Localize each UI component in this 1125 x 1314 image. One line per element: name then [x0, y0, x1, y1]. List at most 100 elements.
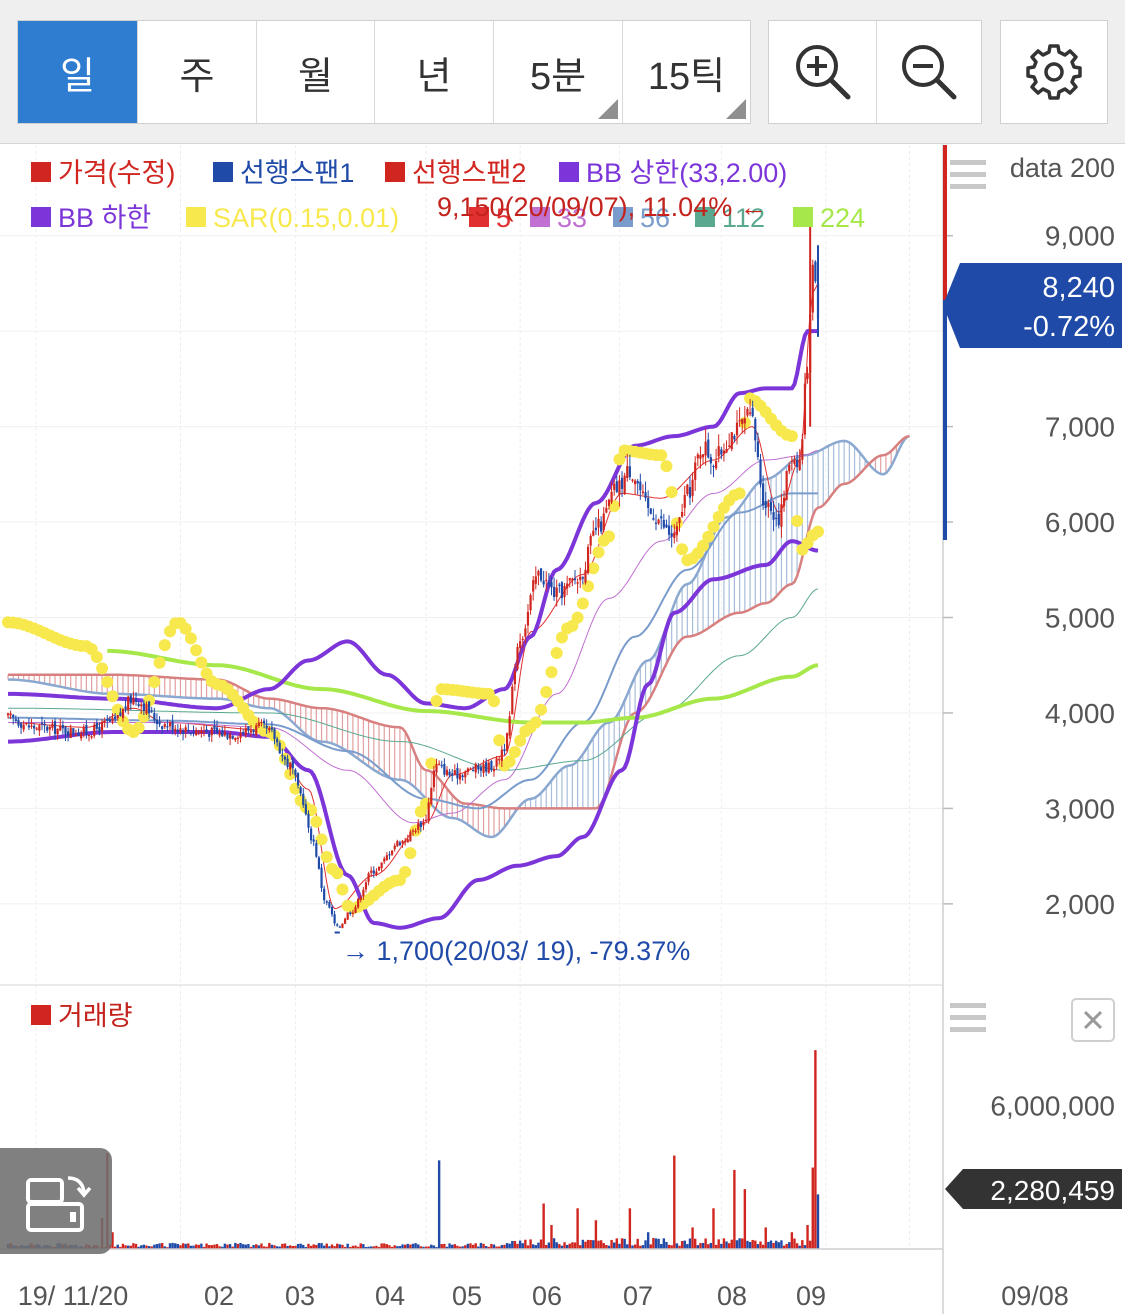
- settings-button[interactable]: [1001, 21, 1107, 123]
- candle-body: [521, 638, 524, 641]
- volume-bar: [464, 1245, 467, 1249]
- candle-body: [532, 580, 535, 592]
- candle-body: [213, 725, 216, 730]
- candle-body: [357, 898, 360, 908]
- volume-bar: [576, 1208, 579, 1249]
- sar-dot: [676, 543, 689, 556]
- sar-dot: [190, 644, 203, 657]
- volume-bar: [667, 1244, 671, 1249]
- period-button-year[interactable]: 년: [375, 21, 494, 123]
- volume-bar: [239, 1242, 242, 1249]
- volume-bar: [403, 1244, 407, 1249]
- volume-bar: [660, 1243, 663, 1249]
- volume-bar: [315, 1244, 318, 1249]
- close-panel-button[interactable]: [1071, 998, 1115, 1042]
- volume-bar: [179, 1245, 182, 1249]
- candle-body: [158, 721, 161, 725]
- volume-bar: [385, 1244, 389, 1249]
- candle-body: [550, 581, 553, 588]
- candle-body: [788, 465, 791, 472]
- price-range-bar-down: [943, 300, 947, 540]
- volume-bar: [657, 1238, 660, 1249]
- volume-bar: [602, 1243, 605, 1249]
- candle-body: [260, 721, 263, 724]
- volume-bar: [704, 1238, 707, 1249]
- candle-body: [244, 728, 247, 736]
- candle-body: [735, 422, 739, 436]
- volume-bar: [738, 1238, 741, 1249]
- candle-body: [320, 867, 323, 889]
- candle-body: [605, 507, 608, 513]
- volume-bar: [490, 1243, 493, 1249]
- date-tick-label: 07: [623, 1281, 653, 1311]
- sar-dot: [791, 514, 804, 527]
- candle-body: [498, 758, 501, 761]
- volume-bar: [268, 1242, 271, 1249]
- period-button-5min[interactable]: 5분: [494, 21, 623, 123]
- volume-bar: [414, 1243, 417, 1249]
- volume-bar: [383, 1243, 386, 1249]
- hamburger-icon[interactable]: [950, 160, 986, 189]
- candle-body: [278, 742, 281, 754]
- candle-body: [811, 264, 814, 313]
- volume-bar: [341, 1244, 344, 1249]
- candle-body: [482, 763, 485, 773]
- volume-bar: [406, 1243, 409, 1249]
- volume-bar: [620, 1238, 624, 1249]
- volume-bar: [150, 1246, 153, 1249]
- candle-body: [626, 466, 629, 479]
- candle-body: [396, 841, 399, 847]
- candle-body: [654, 522, 658, 524]
- rotate-screen-button[interactable]: [0, 1148, 112, 1254]
- chart-toolbar: 일 주 월 년 5분 15틱: [0, 0, 1125, 144]
- volume-bar: [605, 1245, 608, 1249]
- volume-bar: [461, 1246, 464, 1249]
- volume-bar: [351, 1245, 355, 1249]
- candle-body: [701, 454, 705, 458]
- candle-body: [547, 582, 550, 585]
- volume-bar: [482, 1243, 485, 1249]
- candle-body: [372, 870, 375, 874]
- candle-body: [602, 513, 605, 531]
- volume-bar: [646, 1232, 650, 1249]
- volume-bar: [137, 1246, 140, 1249]
- hamburger-icon[interactable]: [950, 1003, 986, 1032]
- zoom-in-button[interactable]: [769, 21, 877, 123]
- candle-body: [422, 822, 425, 826]
- volume-bar: [782, 1245, 786, 1249]
- volume-bar: [471, 1244, 475, 1249]
- chart-area[interactable]: 가격(수정) 선행스팬1 선행스팬2 BB 상한(33,2.00) BB 하한 SAR(0…: [0, 145, 1125, 1314]
- date-axis: 19/ 11/20 02 03 04 05 06 07 08 09: [18, 1281, 826, 1311]
- volume-bar: [234, 1242, 237, 1249]
- period-button-day[interactable]: 일: [18, 21, 138, 123]
- volume-bar: [417, 1244, 420, 1249]
- price-tick-label: 5,000: [1045, 603, 1115, 634]
- candle-body: [323, 888, 326, 901]
- volume-bar: [508, 1243, 511, 1249]
- volume-bar: [257, 1245, 261, 1249]
- candle-body: [424, 819, 428, 822]
- volume-bars: [6, 1050, 820, 1249]
- volume-bar: [411, 1243, 415, 1249]
- zoom-out-button[interactable]: [877, 21, 981, 123]
- legend-swatch: [793, 207, 813, 227]
- candle-body: [435, 764, 438, 773]
- volume-bar: [320, 1243, 323, 1249]
- period-button-week[interactable]: 주: [138, 21, 257, 123]
- candle-body: [539, 568, 543, 581]
- candle-body: [393, 845, 396, 850]
- volume-bar: [111, 1232, 114, 1249]
- candle-body: [649, 508, 652, 514]
- period-button-month[interactable]: 월: [257, 21, 375, 123]
- sar-dots: [2, 392, 824, 915]
- price-tick-label: 6,000: [1045, 507, 1115, 538]
- candle-body: [448, 771, 451, 776]
- volume-bar: [163, 1246, 166, 1249]
- volume-bar: [626, 1244, 629, 1249]
- period-button-15tick[interactable]: 15틱: [623, 21, 750, 123]
- candle-body: [427, 802, 430, 821]
- legend-label: 112: [722, 203, 765, 233]
- volume-bar: [550, 1225, 553, 1249]
- candle-body: [597, 518, 600, 528]
- candle-body: [281, 755, 284, 757]
